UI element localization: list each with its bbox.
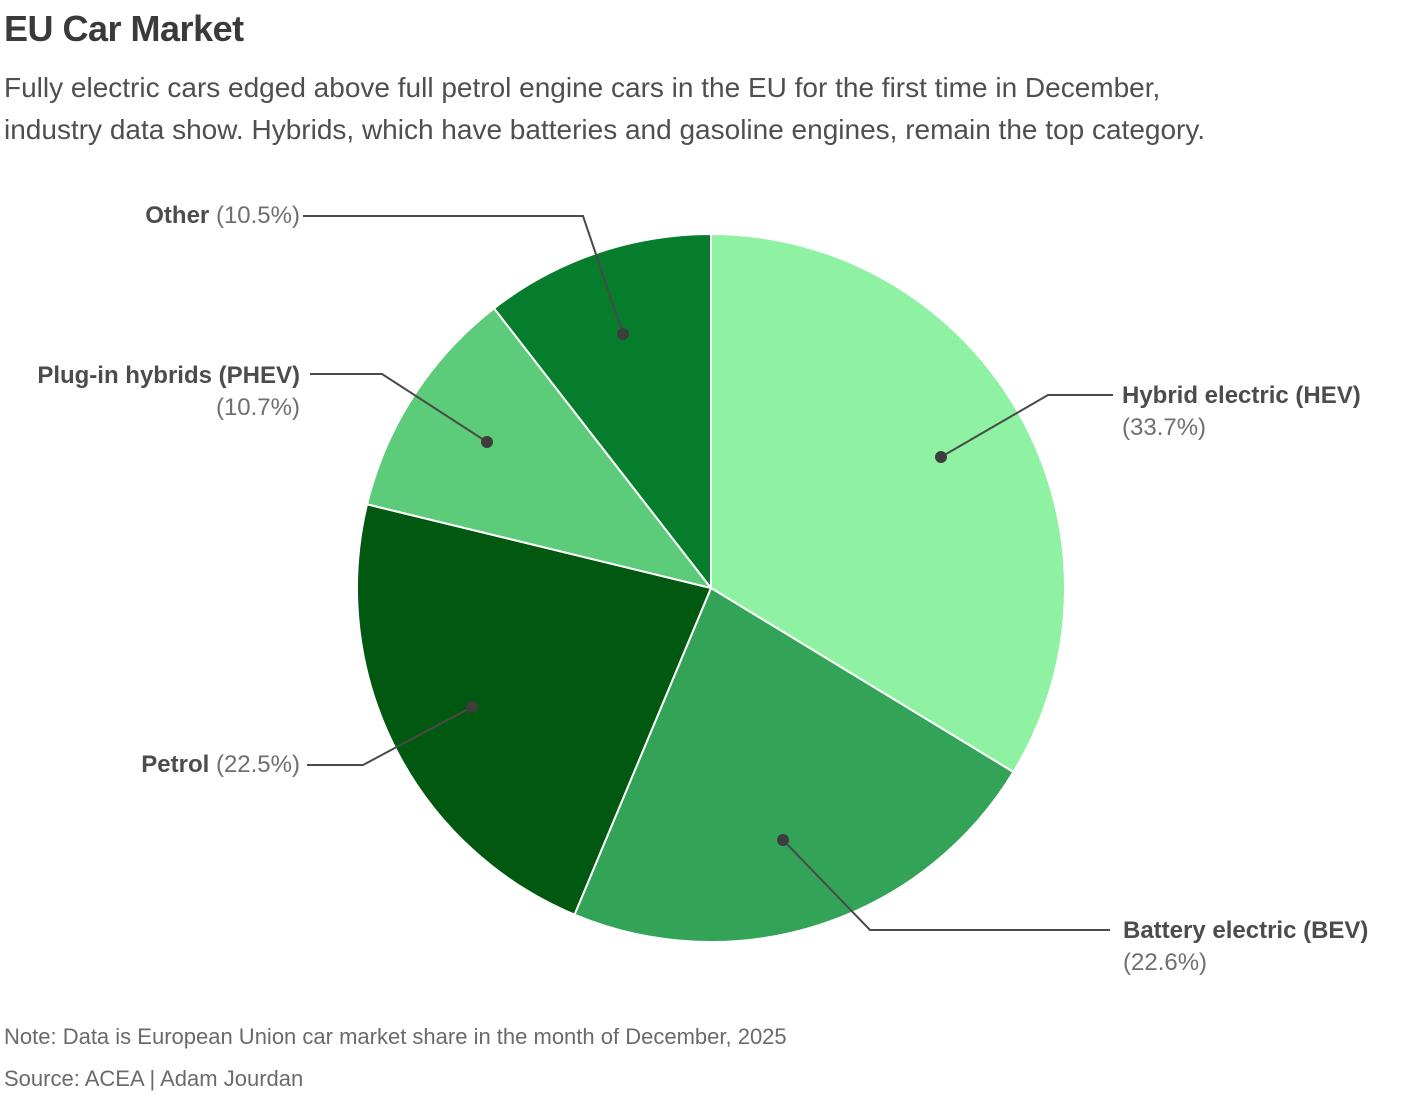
subtitle-line-2: industry data show. Hybrids, which have …	[4, 114, 1206, 145]
slice-label-pct: (10.7%)	[215, 394, 300, 421]
slice-label-name: Hybrid electric (HEV)	[1122, 382, 1361, 409]
slice-label-name: Plug-in hybrids (PHEV)	[37, 362, 300, 389]
pie-slices	[356, 233, 1066, 943]
leader-dot-phev	[481, 436, 493, 448]
slice-label-petrol: Petrol (22.5%)	[141, 749, 300, 781]
leader-line-bev	[782, 839, 1110, 931]
slice-label-hybrid-electric: Hybrid electric (HEV) (33.7%)	[1122, 380, 1361, 444]
chart-subtitle: Fully electric cars edged above full pet…	[4, 67, 1205, 151]
slice-label-pct: (10.5%)	[215, 202, 300, 229]
subtitle-line-1: Fully electric cars edged above full pet…	[4, 72, 1161, 103]
slice-label-other: Other (10.5%)	[145, 200, 300, 232]
leader-dot-petrol	[466, 701, 478, 713]
chart-source: Source: ACEA | Adam Jourdan	[4, 1066, 304, 1091]
pie-slice-bev	[573, 587, 1015, 943]
slice-label-plug-in-hybrids: Plug-in hybrids (PHEV) (10.7%)	[37, 360, 300, 424]
leader-line-petrol	[307, 706, 473, 766]
chart-note: Note: Data is European Union car market …	[4, 1024, 787, 1049]
leader-line-other	[303, 215, 624, 335]
leader-line-hev	[940, 394, 1113, 458]
leader-dot-hev	[935, 451, 947, 463]
page-title: EU Car Market	[4, 8, 244, 49]
slice-label-pct: (33.7%)	[1122, 414, 1207, 441]
slice-label-pct: (22.6%)	[1123, 949, 1208, 976]
slice-label-pct: (22.5%)	[215, 751, 300, 778]
pie-slice-hev	[710, 233, 1066, 774]
slice-label-name: Petrol	[141, 751, 210, 778]
leader-lines	[303, 215, 1113, 931]
leader-dot-other	[617, 328, 629, 340]
slice-label-battery-electric: Battery electric (BEV) (22.6%)	[1123, 915, 1368, 979]
slice-label-name: Battery electric (BEV)	[1123, 917, 1369, 944]
slice-label-name: Other	[145, 202, 210, 229]
leader-dot-bev	[777, 834, 789, 846]
leader-line-phev	[310, 373, 488, 443]
